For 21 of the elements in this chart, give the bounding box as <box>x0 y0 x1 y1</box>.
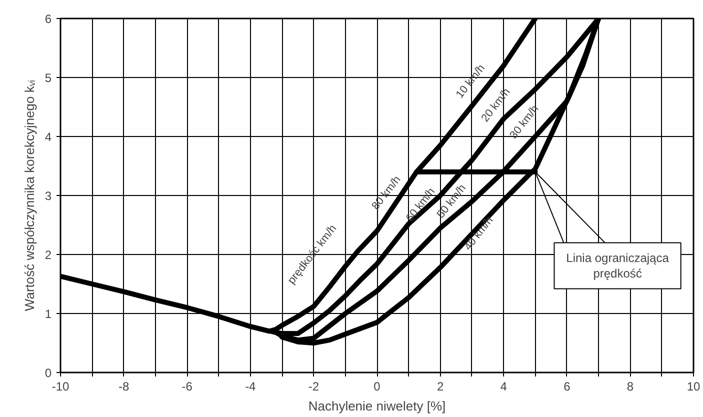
x-tick-label: 8 <box>626 380 634 394</box>
x-tick-label: 0 <box>374 380 381 394</box>
annotation: Linia ograniczająca prędkość <box>566 251 670 280</box>
x-tick-label: 10 <box>686 380 700 394</box>
x-tick-label: 6 <box>564 380 571 394</box>
y-tick-label: 5 <box>44 71 52 85</box>
x-tick-label: -8 <box>118 380 130 394</box>
y-tick-label: 6 <box>44 12 52 26</box>
x-axis-title: Nachylenie niwelety [%] <box>308 398 446 414</box>
x-tick-label: -4 <box>245 380 256 394</box>
x-tick-label: 4 <box>500 380 508 394</box>
y-tick-label: 4 <box>44 130 52 144</box>
y-tick-label: 3 <box>44 189 52 203</box>
y-axis-title: Wartość współczynnika korekcyjnego kᵥᵢ <box>22 80 37 312</box>
y-tick-label: 0 <box>44 366 52 380</box>
x-tick-label: -6 <box>182 380 193 394</box>
x-tick-label: -2 <box>308 380 320 394</box>
x-tick-label: 2 <box>436 380 444 394</box>
x-tick-label: -10 <box>52 380 70 394</box>
y-tick-label: 1 <box>44 307 52 321</box>
y-tick-label: 2 <box>44 248 52 262</box>
